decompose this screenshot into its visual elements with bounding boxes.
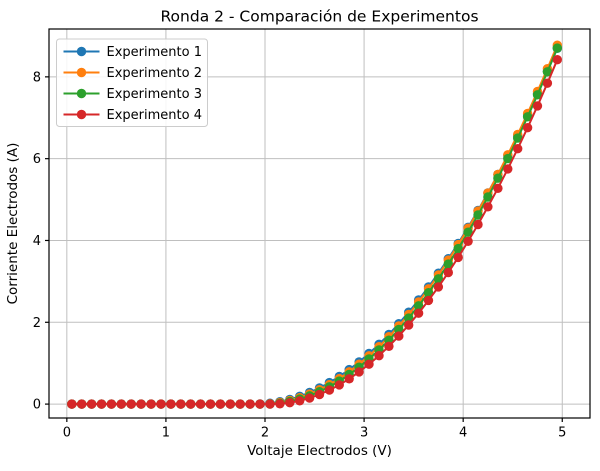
plot-frame bbox=[48, 28, 591, 419]
data-point-marker bbox=[195, 399, 206, 409]
data-point-marker bbox=[493, 183, 503, 193]
data-point-marker bbox=[186, 399, 196, 409]
x-tick-label: 4 bbox=[459, 426, 467, 441]
data-point-marker bbox=[364, 359, 374, 369]
data-point-marker bbox=[433, 282, 444, 292]
x-tick-label: 0 bbox=[63, 426, 71, 441]
data-point-marker bbox=[146, 399, 156, 409]
data-point-marker bbox=[166, 399, 176, 409]
data-point-marker bbox=[156, 399, 166, 409]
data-point-marker bbox=[423, 295, 434, 306]
data-point-marker bbox=[275, 399, 285, 409]
data-point-marker bbox=[304, 393, 315, 403]
data-point-marker bbox=[532, 90, 543, 100]
axis-ticks bbox=[45, 76, 563, 422]
data-point-marker bbox=[493, 173, 503, 183]
legend-entry-label: Experimento 2 bbox=[107, 66, 202, 81]
chart-title: Ronda 2 - Comparación de Experimentos bbox=[160, 8, 478, 26]
data-point-marker bbox=[245, 399, 255, 409]
data-point-marker bbox=[344, 374, 354, 384]
legend-entry-label: Experimento 1 bbox=[107, 45, 202, 60]
data-point-marker bbox=[453, 243, 463, 254]
data-point-marker bbox=[67, 399, 77, 409]
y-tick-label: 8 bbox=[33, 70, 41, 85]
data-point-marker bbox=[552, 43, 562, 53]
data-point-marker bbox=[542, 67, 553, 77]
legend-marker bbox=[76, 46, 87, 57]
y-axis-label: Corriente Electrodos (A) bbox=[5, 143, 21, 305]
x-tick-label: 5 bbox=[558, 426, 566, 441]
x-axis-label: Voltaje Electrodos (V) bbox=[247, 443, 392, 459]
data-point-marker bbox=[215, 399, 226, 409]
data-point-marker bbox=[324, 385, 335, 395]
data-point-marker bbox=[136, 399, 146, 409]
legend: Experimento 1 Experimento 2 Experimento 3 E… bbox=[56, 38, 208, 127]
data-point-marker bbox=[86, 399, 97, 409]
data-point-marker bbox=[463, 236, 473, 246]
data-point-marker bbox=[413, 308, 424, 318]
data-point-marker bbox=[503, 153, 513, 164]
data-point-marker bbox=[285, 398, 295, 408]
data-point-marker bbox=[513, 144, 523, 154]
data-point-marker bbox=[522, 112, 533, 122]
data-point-marker bbox=[532, 101, 543, 111]
data-point-marker bbox=[394, 324, 404, 335]
data-point-marker bbox=[77, 399, 87, 409]
data-point-marker bbox=[106, 399, 117, 409]
legend-entry-label: Experimento 4 bbox=[107, 108, 202, 123]
data-point-marker bbox=[423, 288, 434, 298]
data-point-marker bbox=[433, 274, 444, 284]
data-point-marker bbox=[443, 259, 453, 269]
data-point-marker bbox=[394, 331, 404, 341]
axis-tick-labels: 0 1 2 3 4 5 0 2 4 6 8 bbox=[33, 70, 567, 440]
data-point-marker bbox=[404, 313, 414, 323]
data-point-marker bbox=[513, 133, 523, 143]
data-point-marker bbox=[384, 341, 394, 351]
data-series-layer bbox=[67, 40, 562, 409]
y-tick-label: 2 bbox=[33, 316, 41, 331]
x-tick-label: 2 bbox=[261, 426, 269, 441]
y-tick-label: 4 bbox=[33, 234, 41, 249]
data-point-marker bbox=[334, 380, 344, 390]
data-point-marker bbox=[354, 367, 364, 377]
data-point-marker bbox=[314, 389, 325, 400]
data-point-marker bbox=[453, 252, 463, 263]
data-point-marker bbox=[463, 227, 473, 237]
data-point-marker bbox=[374, 351, 384, 361]
data-point-marker bbox=[443, 267, 453, 278]
data-point-marker bbox=[404, 320, 414, 330]
legend-marker bbox=[76, 88, 87, 99]
data-point-marker bbox=[483, 192, 493, 202]
data-point-marker bbox=[255, 399, 265, 409]
data-point-marker bbox=[473, 219, 483, 230]
data-point-marker bbox=[503, 164, 513, 174]
data-point-marker bbox=[126, 399, 136, 409]
data-point-marker bbox=[483, 202, 493, 212]
legend-marker bbox=[76, 109, 87, 120]
data-point-marker bbox=[295, 396, 305, 406]
data-point-marker bbox=[225, 399, 235, 409]
data-point-marker bbox=[235, 399, 245, 409]
data-point-marker bbox=[522, 123, 533, 133]
x-tick-label: 3 bbox=[360, 426, 368, 441]
legend-marker bbox=[76, 67, 87, 78]
legend-entry-label: Experimento 3 bbox=[107, 87, 202, 102]
data-point-marker bbox=[413, 301, 424, 311]
x-tick-label: 1 bbox=[162, 426, 170, 441]
data-point-marker bbox=[552, 55, 562, 65]
data-point-marker bbox=[265, 399, 275, 409]
data-point-marker bbox=[116, 399, 127, 409]
y-tick-label: 6 bbox=[33, 152, 41, 167]
data-point-marker bbox=[96, 399, 107, 409]
data-point-marker bbox=[473, 210, 483, 220]
data-point-marker bbox=[542, 78, 553, 88]
data-point-marker bbox=[176, 399, 186, 409]
y-tick-label: 0 bbox=[33, 398, 41, 413]
legend-box bbox=[56, 38, 208, 127]
data-point-marker bbox=[205, 399, 216, 409]
